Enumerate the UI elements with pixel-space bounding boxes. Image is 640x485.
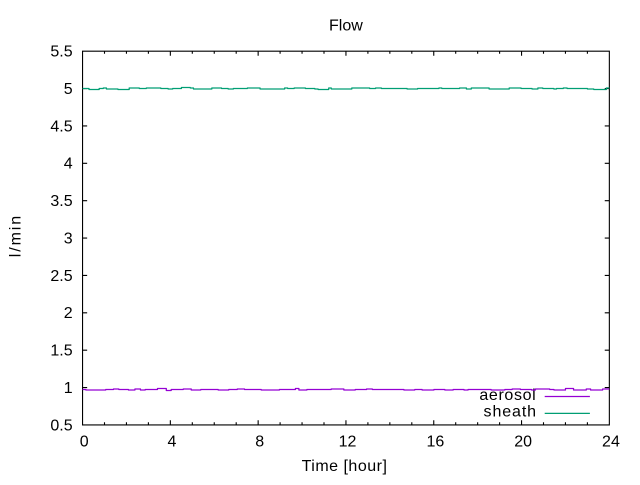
- svg-text:2: 2: [64, 305, 73, 322]
- svg-text:sheath: sheath: [484, 404, 537, 421]
- svg-text:4.5: 4.5: [50, 118, 72, 135]
- svg-text:12: 12: [339, 434, 357, 451]
- svg-text:aerosol: aerosol: [479, 387, 536, 404]
- svg-text:24: 24: [602, 434, 620, 451]
- svg-text:1.5: 1.5: [50, 343, 72, 360]
- svg-text:Time [hour]: Time [hour]: [302, 458, 388, 475]
- svg-text:Flow: Flow: [329, 18, 363, 35]
- svg-text:5: 5: [64, 81, 73, 98]
- svg-text:l/min: l/min: [8, 214, 25, 257]
- svg-text:3.5: 3.5: [50, 193, 72, 210]
- svg-text:0.5: 0.5: [50, 417, 72, 434]
- svg-text:2.5: 2.5: [50, 268, 72, 285]
- svg-text:20: 20: [514, 434, 532, 451]
- svg-text:16: 16: [426, 434, 444, 451]
- svg-text:3: 3: [64, 230, 73, 247]
- svg-text:5.5: 5.5: [50, 44, 72, 61]
- svg-text:1: 1: [64, 380, 73, 397]
- svg-text:8: 8: [255, 434, 264, 451]
- svg-text:4: 4: [167, 434, 176, 451]
- svg-text:4: 4: [64, 156, 73, 173]
- svg-text:0: 0: [80, 434, 89, 451]
